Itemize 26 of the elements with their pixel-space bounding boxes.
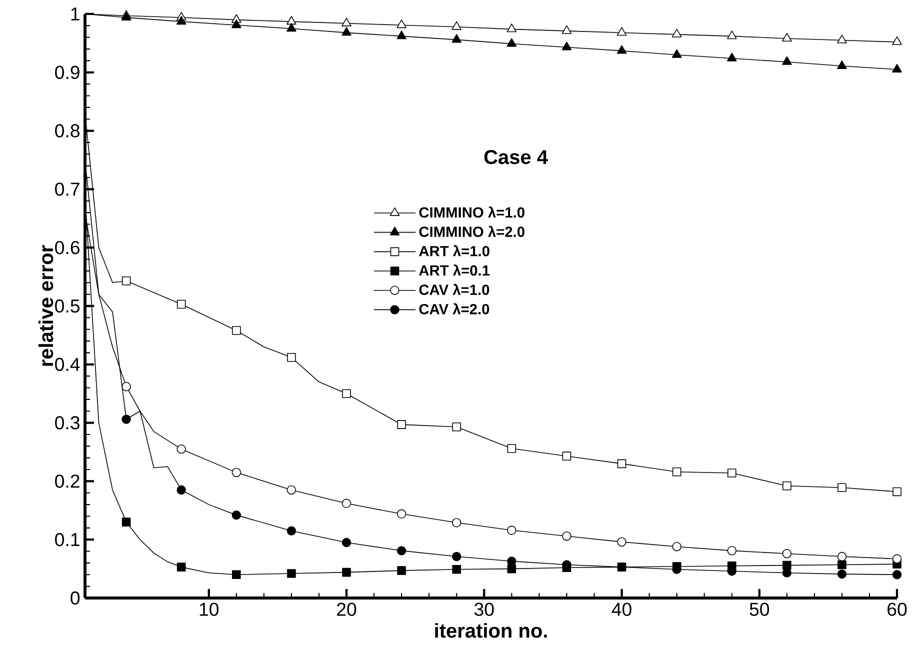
legend-label: CAV λ=1.0 bbox=[419, 284, 490, 295]
y-tick-label: 0.6 bbox=[55, 240, 80, 254]
x-tick-label: 20 bbox=[337, 602, 356, 616]
annotation: Case 4 bbox=[484, 150, 548, 164]
y-tick-label: 0.2 bbox=[55, 474, 80, 488]
legend-label: CAV λ=2.0 bbox=[419, 303, 490, 314]
legend-label: ART λ=1.0 bbox=[419, 245, 490, 256]
y-tick-label: 0.7 bbox=[55, 182, 80, 196]
y-tick-label: 0 bbox=[70, 591, 80, 605]
y-tick-label: 0.9 bbox=[55, 66, 80, 80]
x-tick-label: 40 bbox=[612, 602, 632, 616]
legend-label: ART λ=0.1 bbox=[419, 264, 490, 276]
y-tick-label: 0.3 bbox=[55, 416, 80, 430]
y-axis-title: relative error bbox=[38, 245, 54, 366]
x-tick-label: 50 bbox=[750, 602, 770, 616]
x-tick-label: 10 bbox=[200, 602, 219, 616]
x-axis-title: iteration no. bbox=[435, 623, 547, 638]
legend-label: CIMMINO λ=2.0 bbox=[419, 226, 524, 237]
y-tick-label: 1 bbox=[71, 8, 80, 20]
x-tick-label: 30 bbox=[474, 602, 494, 616]
y-tick-label: 0.1 bbox=[55, 532, 80, 546]
legend-label: CIMMINO λ=1.0 bbox=[419, 206, 524, 218]
y-tick-label: 0.5 bbox=[55, 299, 80, 313]
x-tick-label: 60 bbox=[888, 602, 907, 616]
y-tick-label: 0.8 bbox=[55, 124, 80, 138]
y-tick-label: 0.4 bbox=[55, 358, 80, 372]
